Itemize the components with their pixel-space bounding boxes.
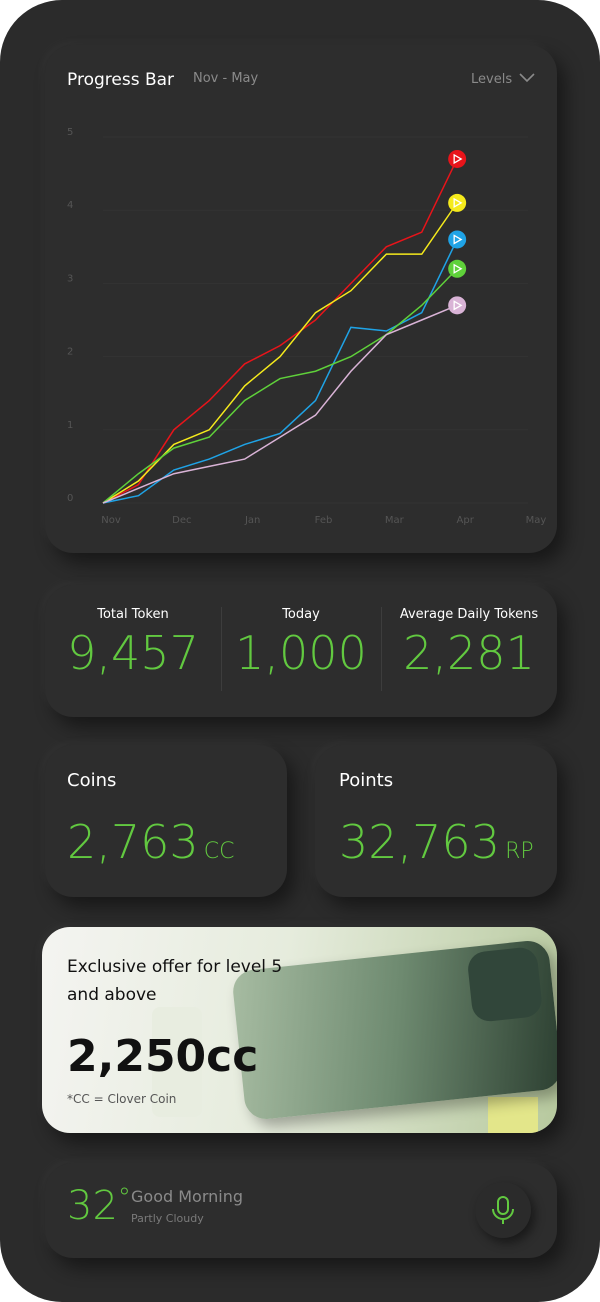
camera-module — [466, 946, 544, 1023]
points-amount: 32,763 RP — [339, 815, 534, 869]
stat: Average Daily Tokens 2,281 — [381, 607, 557, 680]
points-unit: RP — [505, 839, 534, 864]
series-line — [102, 158, 458, 504]
stat: Total Token 9,457 — [45, 607, 221, 680]
y-tick-label: 1 — [67, 420, 73, 431]
x-tick-label: Feb — [315, 515, 333, 526]
end-marker — [448, 230, 467, 249]
y-tick-label: 0 — [67, 493, 73, 504]
temp-degree: ° — [117, 1183, 131, 1213]
x-tick-label: Jan — [244, 515, 260, 526]
offer-price: 2,250cc — [67, 1031, 259, 1082]
x-tick-label: Nov — [101, 515, 121, 526]
points-value: 32,763 — [339, 815, 500, 869]
coins-label: Coins — [67, 770, 117, 791]
stat-value: 2,281 — [403, 626, 535, 680]
divider — [381, 607, 382, 691]
y-tick-label: 5 — [67, 127, 73, 138]
series-line — [102, 304, 458, 504]
dropdown[interactable]: Levels — [471, 72, 512, 87]
marker-icon — [453, 197, 463, 209]
x-tick-label: May — [526, 515, 547, 526]
marker-icon — [453, 263, 463, 274]
offer-card[interactable]: Exclusive offer for level 5 and above 2,… — [42, 927, 557, 1133]
decor-block — [152, 1007, 202, 1117]
end-marker — [448, 259, 467, 278]
dropdown-arrow[interactable] — [519, 73, 535, 83]
chart-card: Progress Bar Nov - May Levels 0 1 2 3 4 5 Nov D… — [45, 45, 557, 553]
marker-icon — [453, 300, 463, 311]
marker-icon — [453, 153, 463, 165]
chart: Progress Bar Nov - May Levels 0 1 2 3 4 5 Nov D… — [67, 70, 547, 526]
temp-value: 32 — [67, 1183, 118, 1229]
divider — [221, 607, 222, 691]
marker-icon — [453, 234, 463, 245]
coins-value: 2,763 — [67, 815, 199, 869]
condition: Partly Cloudy — [131, 1212, 204, 1225]
coins-card: Coins 2,763 CC — [45, 745, 287, 897]
points-label: Points — [339, 770, 394, 791]
weather-card: 32° Good Morning Partly Cloudy — [45, 1163, 557, 1258]
stats-card: Total Token 9,457 Today 1,000 Average Da… — [45, 585, 557, 717]
points-card: Points 32,763 RP — [315, 745, 557, 897]
end-marker — [448, 149, 467, 168]
chart-title: Progress Bar — [67, 70, 174, 90]
mic-button[interactable] — [475, 1182, 531, 1238]
end-marker — [448, 296, 467, 315]
stat-label: Total Token — [97, 607, 169, 622]
x-tick-label: Dec — [172, 515, 191, 526]
end-marker — [448, 193, 467, 212]
offer-title: Exclusive offer for level 5 and above — [67, 957, 283, 1005]
y-tick-label: 4 — [67, 200, 73, 211]
stat-value: 9,457 — [67, 626, 199, 680]
stat-label: Today — [282, 607, 320, 622]
stat: Today 1,000 — [221, 607, 381, 680]
chart-subtitle: Nov - May — [193, 71, 259, 86]
y-tick-label: 3 — [67, 273, 73, 284]
stat-label: Average Daily Tokens — [399, 607, 539, 622]
x-tick-label: Apr — [457, 515, 475, 526]
offer-note: *CC = Clover Coin — [67, 1092, 177, 1106]
coins-amount: 2,763 CC — [67, 815, 235, 869]
coins-unit: CC — [203, 839, 235, 864]
y-tick-label: 2 — [67, 347, 73, 358]
decor-cube — [488, 1097, 538, 1133]
stat-value: 1,000 — [235, 626, 367, 680]
series-line — [102, 268, 458, 504]
mic-icon — [492, 1196, 514, 1224]
temperature: 32° — [67, 1183, 131, 1229]
greeting: Good Morning — [131, 1187, 243, 1206]
x-tick-label: Mar — [385, 515, 405, 526]
